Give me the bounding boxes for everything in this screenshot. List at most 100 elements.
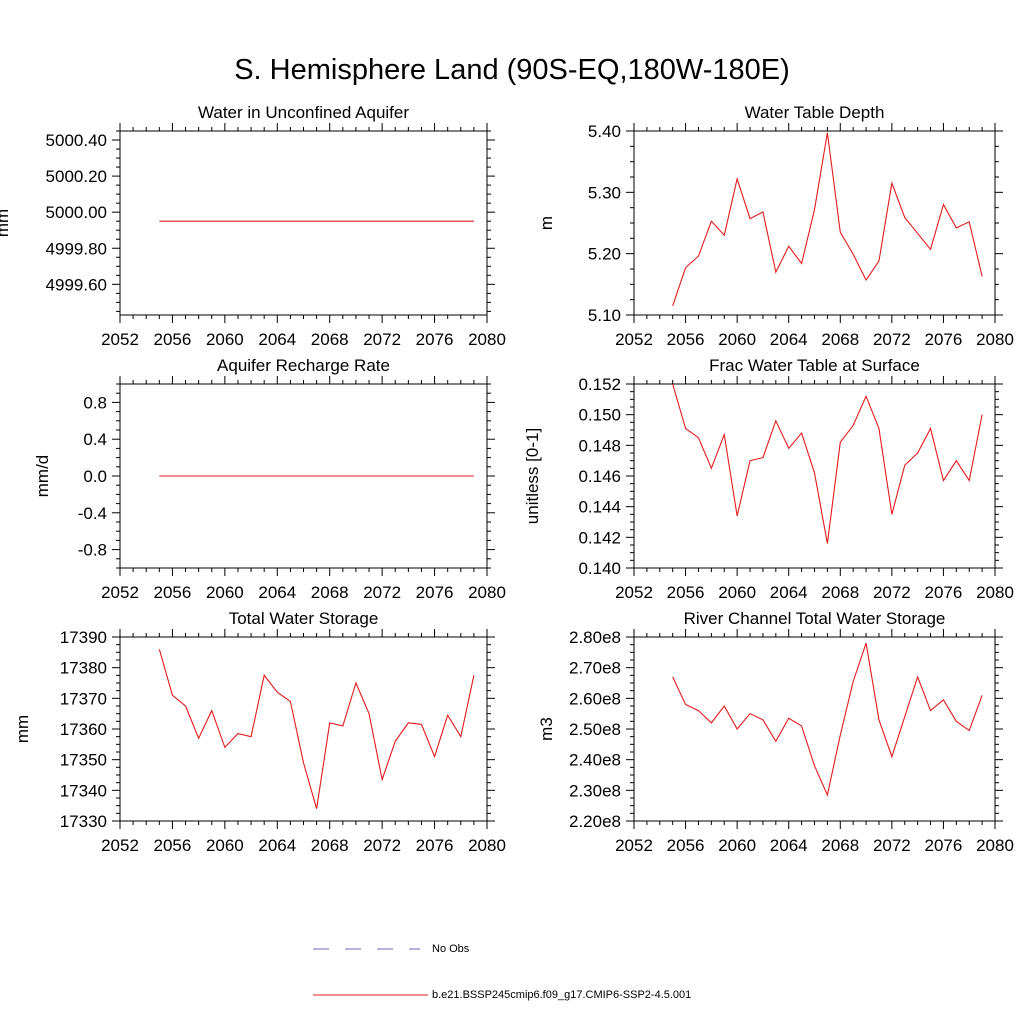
chart-6-ytick-label: 2.70e8 — [569, 659, 621, 678]
chart-4-xtick-label: 2052 — [615, 583, 653, 602]
chart-3-title: Aquifer Recharge Rate — [217, 356, 390, 375]
chart-1-xtick-label: 2060 — [206, 330, 244, 349]
chart-4-xtick-label: 2072 — [873, 583, 911, 602]
chart-1-ytick-label: 4999.60 — [46, 275, 107, 294]
chart-6-ylabel: m3 — [537, 717, 556, 741]
chart-2-xtick-label: 2060 — [718, 330, 756, 349]
chart-1-frame — [119, 130, 488, 316]
chart-2-ylabel: m — [537, 216, 556, 230]
chart-3-ytick-label: 0.0 — [83, 467, 107, 486]
chart-6-ytick-label: 2.60e8 — [569, 689, 621, 708]
chart-3-xtick-label: 2068 — [311, 583, 349, 602]
chart-1-ylabel: mm — [0, 209, 12, 237]
chart-2-xtick-label: 2068 — [821, 330, 859, 349]
chart-5-ytick-label: 17330 — [60, 812, 107, 831]
figure-title: S. Hemisphere Land (90S-EQ,180W-180E) — [234, 54, 790, 86]
chart-2-title: Water Table Depth — [745, 103, 885, 122]
chart-6-xtick-label: 2060 — [718, 836, 756, 855]
chart-5-xtick-label: 2052 — [101, 836, 139, 855]
chart-3-ytick-label: 0.8 — [83, 393, 107, 412]
chart-5-xtick-label: 2060 — [206, 836, 244, 855]
chart-5-xtick-label: 2076 — [416, 836, 454, 855]
chart-5-ytick-label: 17360 — [60, 720, 107, 739]
chart-3-ytick-label: -0.4 — [78, 504, 107, 523]
chart-4-frame — [633, 383, 996, 569]
legend-label-run: b.e21.BSSP245cmip6.f09_g17.CMIP6-SSP2-4.… — [432, 989, 692, 1001]
chart-3-xtick-label: 2056 — [154, 583, 192, 602]
chart-1-ytick-label: 5000.00 — [46, 203, 107, 222]
chart-5-ytick-label: 17380 — [60, 659, 107, 678]
chart-4-xtick-label: 2068 — [821, 583, 859, 602]
chart-4-ytick-label: 0.142 — [578, 528, 621, 547]
chart-1-xtick-label: 2056 — [154, 330, 192, 349]
chart-6-xtick-label: 2068 — [821, 836, 859, 855]
chart-1-xtick-label: 2068 — [311, 330, 349, 349]
chart-1-xtick-label: 2052 — [101, 330, 139, 349]
chart-2-xtick-label: 2056 — [667, 330, 705, 349]
chart-2-ytick-label: 5.10 — [588, 306, 621, 325]
chart-6-title: River Channel Total Water Storage — [684, 609, 946, 628]
chart-1-ytick-label: 5000.40 — [46, 131, 107, 150]
chart-5-ytick-label: 17390 — [60, 628, 107, 647]
chart-2-xtick-label: 2052 — [615, 330, 653, 349]
chart-2-xtick-label: 2064 — [770, 330, 808, 349]
chart-4-xtick-label: 2056 — [667, 583, 705, 602]
chart-1-xtick-label: 2076 — [416, 330, 454, 349]
chart-3-xtick-label: 2064 — [258, 583, 296, 602]
chart-3-xtick-label: 2060 — [206, 583, 244, 602]
chart-5-xtick-label: 2072 — [363, 836, 401, 855]
chart-5-xtick-label: 2064 — [258, 836, 296, 855]
chart-6-series-line — [672, 642, 983, 797]
chart-4-ytick-label: 0.152 — [578, 375, 621, 394]
chart-2-series-line — [672, 132, 983, 306]
chart-6-xtick-label: 2052 — [615, 836, 653, 855]
chart-3-ylabel: mm/d — [33, 455, 52, 498]
chart-1-ytick-label: 4999.80 — [46, 239, 107, 258]
chart-5-series-line — [158, 649, 475, 809]
chart-1-title: Water in Unconfined Aquifer — [198, 103, 409, 122]
chart-5-xtick-label: 2080 — [468, 836, 506, 855]
chart-3-ytick-label: 0.4 — [83, 430, 107, 449]
chart-2-ytick-label: 5.40 — [588, 122, 621, 141]
chart-2-ytick-label: 5.30 — [588, 183, 621, 202]
chart-4-xtick-label: 2080 — [976, 583, 1014, 602]
chart-6-ytick-label: 2.80e8 — [569, 628, 621, 647]
chart-6-xtick-label: 2056 — [667, 836, 705, 855]
chart-1-xtick-label: 2072 — [363, 330, 401, 349]
chart-2-xtick-label: 2072 — [873, 330, 911, 349]
chart-5-ytick-label: 17340 — [60, 781, 107, 800]
chart-1-xtick-label: 2080 — [468, 330, 506, 349]
chart-2-frame — [633, 130, 996, 316]
chart-5-ytick-label: 17370 — [60, 689, 107, 708]
chart-2-xtick-label: 2080 — [976, 330, 1014, 349]
chart-5-frame — [119, 636, 488, 822]
chart-2-ytick-label: 5.20 — [588, 245, 621, 264]
chart-4-xtick-label: 2064 — [770, 583, 808, 602]
chart-4-xtick-label: 2060 — [718, 583, 756, 602]
chart-4-ytick-label: 0.148 — [578, 436, 621, 455]
chart-3-xtick-label: 2052 — [101, 583, 139, 602]
chart-3-xtick-label: 2080 — [468, 583, 506, 602]
chart-6-ytick-label: 2.30e8 — [569, 781, 621, 800]
chart-5-title: Total Water Storage — [229, 609, 379, 628]
chart-6-ytick-label: 2.50e8 — [569, 720, 621, 739]
chart-6-ytick-label: 2.40e8 — [569, 751, 621, 770]
chart-5-xtick-label: 2056 — [154, 836, 192, 855]
chart-6-xtick-label: 2080 — [976, 836, 1014, 855]
chart-4-ytick-label: 0.144 — [578, 498, 621, 517]
chart-6-frame — [633, 636, 996, 822]
chart-3-ytick-label: -0.8 — [78, 541, 107, 560]
chart-5-xtick-label: 2068 — [311, 836, 349, 855]
chart-5-ytick-label: 17350 — [60, 751, 107, 770]
chart-3-xtick-label: 2072 — [363, 583, 401, 602]
chart-2-xtick-label: 2076 — [925, 330, 963, 349]
chart-4-ytick-label: 0.146 — [578, 467, 621, 486]
chart-1-ytick-label: 5000.20 — [46, 167, 107, 186]
chart-6-ytick-label: 2.20e8 — [569, 812, 621, 831]
chart-5-ylabel: mm — [13, 715, 32, 743]
chart-4-ytick-label: 0.140 — [578, 559, 621, 578]
chart-1-xtick-label: 2064 — [258, 330, 296, 349]
chart-4-xtick-label: 2076 — [925, 583, 963, 602]
chart-6-xtick-label: 2076 — [925, 836, 963, 855]
chart-6-xtick-label: 2072 — [873, 836, 911, 855]
